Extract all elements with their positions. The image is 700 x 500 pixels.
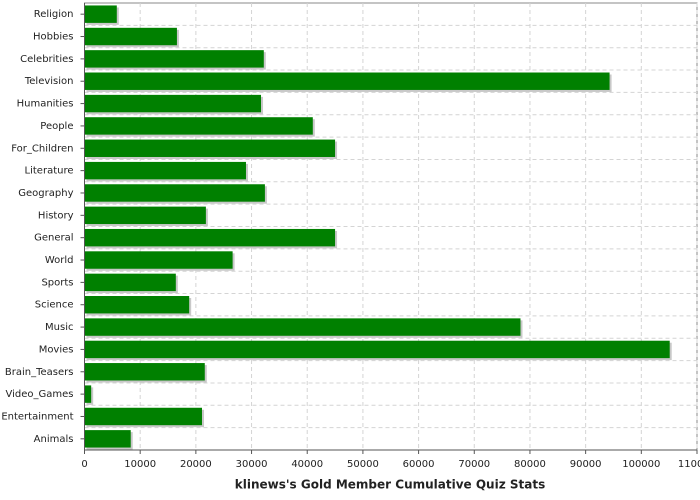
- y-tick-label: Brain_Teasers: [5, 367, 74, 378]
- y-tick-label: Science: [35, 300, 74, 311]
- chart-title: klinews's Gold Member Cumulative Quiz St…: [235, 478, 545, 492]
- y-tick-label: Music: [45, 322, 73, 333]
- bar: [84, 385, 92, 403]
- x-tick-label: 30000: [236, 459, 268, 470]
- bar: [84, 5, 117, 23]
- y-tick-label: History: [38, 210, 74, 221]
- x-tick-label: 60000: [403, 459, 435, 470]
- x-tick-label: 10000: [124, 459, 156, 470]
- y-tick-label: Humanities: [17, 99, 74, 110]
- y-tick-label: For_Children: [11, 143, 73, 154]
- x-tick-label: 80000: [514, 459, 546, 470]
- x-tick-label: 0: [81, 459, 87, 470]
- bar: [84, 184, 265, 202]
- y-tick-label: Movies: [39, 344, 74, 355]
- y-tick-label: Religion: [34, 9, 74, 20]
- y-tick-label: Entertainment: [1, 411, 73, 422]
- y-tick-label: Animals: [34, 434, 74, 445]
- y-tick-label: Hobbies: [33, 32, 73, 43]
- bar: [84, 139, 336, 157]
- x-tick-label: 50000: [347, 459, 379, 470]
- y-tick-label: World: [45, 255, 74, 266]
- bar: [84, 27, 177, 46]
- bar: [84, 117, 313, 135]
- bar: [84, 407, 202, 426]
- y-tick-label: Geography: [18, 188, 73, 199]
- bar: [84, 72, 610, 90]
- bar: [84, 50, 264, 68]
- bar: [84, 228, 336, 247]
- bar: [84, 318, 521, 336]
- y-tick-label: Sports: [41, 277, 73, 288]
- bar: [84, 206, 206, 225]
- y-tick-label: Television: [24, 76, 74, 87]
- bar: [84, 251, 233, 269]
- bar: [84, 273, 176, 292]
- x-tick-label: 100000: [622, 459, 660, 470]
- x-tick-label: 90000: [570, 459, 602, 470]
- x-tick-label: 20000: [180, 459, 212, 470]
- bar: [84, 94, 262, 113]
- bar: [84, 430, 131, 448]
- y-tick-label: General: [34, 233, 73, 244]
- y-tick-label: Literature: [25, 166, 74, 177]
- y-tick-label: Celebrities: [20, 54, 73, 65]
- x-tick-label: 40000: [291, 459, 323, 470]
- y-tick-label: Video_Games: [6, 389, 74, 400]
- x-tick-label: 70000: [458, 459, 490, 470]
- bar: [84, 340, 670, 359]
- x-tick-label: 110000: [678, 459, 700, 470]
- bar: [84, 363, 205, 381]
- y-tick-label: People: [40, 121, 73, 132]
- bar: [84, 296, 190, 314]
- bar: [84, 161, 246, 180]
